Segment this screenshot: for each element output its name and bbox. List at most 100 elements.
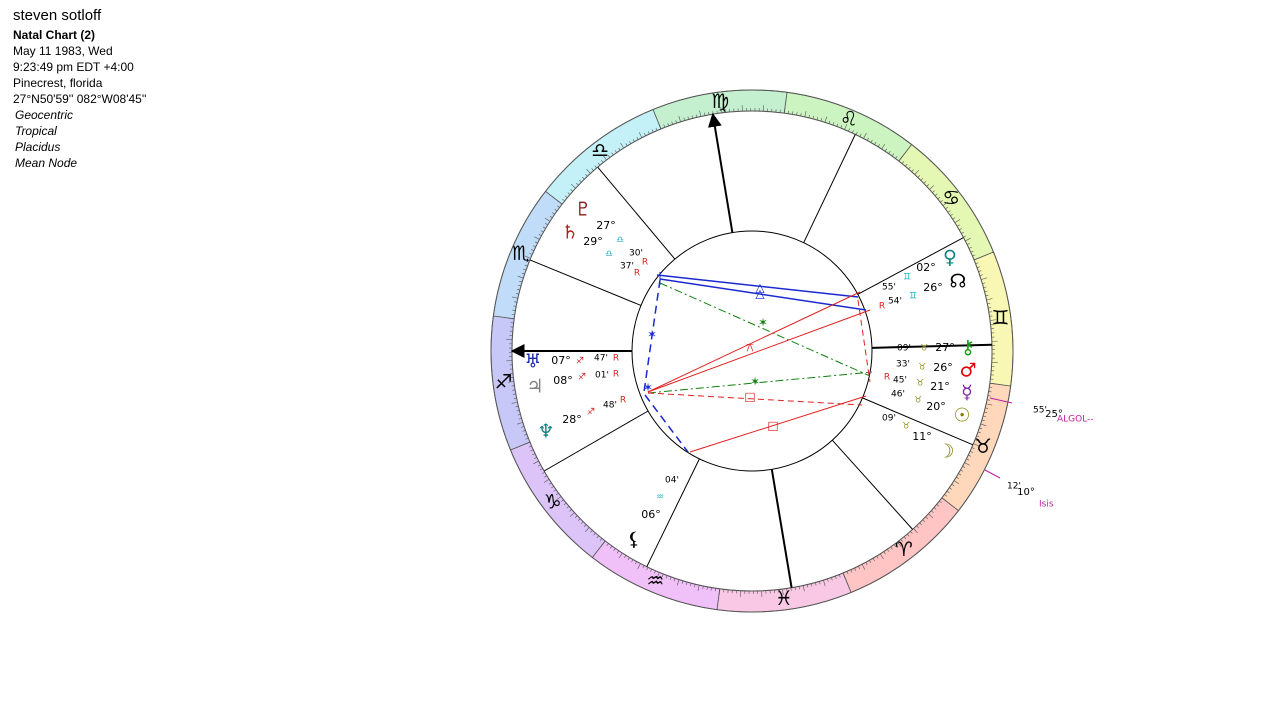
planet-sign: ♉: [902, 422, 910, 432]
outer-circle: [490, 89, 1014, 613]
aspect-line: [647, 392, 863, 406]
degree-tick: [624, 555, 627, 558]
degree-tick: [928, 513, 933, 519]
star-minute: 12': [1007, 482, 1021, 492]
planet-minute: 47': [594, 354, 608, 364]
degree-tick: [515, 293, 519, 295]
star-pointer: [984, 469, 1001, 479]
degree-tick: [571, 183, 576, 189]
degree-tick: [963, 235, 967, 238]
degree-tick: [556, 496, 562, 501]
degree-tick: [654, 570, 656, 574]
star-degree: 25°: [1045, 409, 1063, 420]
planet-minute: 54': [888, 297, 902, 307]
degree-tick: [824, 116, 828, 123]
planet-minute: 09': [897, 344, 911, 354]
degree-tick: [570, 189, 574, 192]
degree-tick: [971, 447, 975, 449]
planet-degree: 27°: [596, 219, 616, 232]
house-cusp: [529, 259, 642, 306]
degree-tick: [638, 132, 643, 138]
retrograde-mark: R: [642, 258, 648, 268]
house-cusp: [543, 410, 649, 472]
planet-degree: 20°: [926, 400, 946, 413]
degree-tick: [827, 578, 829, 582]
degree-tick: [584, 527, 590, 532]
planet-glyph: ♇: [574, 199, 591, 221]
degree-tick: [956, 224, 960, 227]
planet-degree: 06°: [641, 508, 661, 521]
sign-glyph: ♉: [974, 434, 992, 458]
degree-tick: [964, 462, 970, 466]
planet-minute: 04': [665, 476, 679, 486]
degree-tick: [644, 133, 646, 136]
degree-tick: [816, 116, 819, 121]
chart-time: 9:23:49 pm EDT +4:00: [13, 60, 134, 74]
sign-glyph: ♏: [512, 241, 530, 265]
degree-tick: [602, 155, 607, 161]
degree-tick: [947, 210, 951, 213]
degree-tick: [986, 403, 993, 406]
degree-tick: [607, 154, 611, 158]
planet-sign: ♎: [605, 250, 613, 260]
planet-sign: ♉: [918, 363, 926, 373]
planet-degree: 21°: [930, 380, 950, 393]
degree-tick: [542, 226, 546, 229]
degree-tick: [554, 208, 558, 212]
degree-tick: [702, 585, 704, 590]
degree-tick: [569, 512, 575, 517]
planet-sign: ♊: [909, 292, 917, 302]
planet-minute: 30': [629, 249, 643, 259]
degree-tick: [631, 559, 634, 563]
degree-tick: [890, 546, 893, 550]
chart-setting: Placidus: [15, 140, 60, 154]
degree-tick: [507, 381, 514, 383]
degree-tick: [946, 490, 950, 494]
planet-minute: 48': [603, 401, 617, 411]
degree-tick: [836, 123, 839, 127]
star-name: Isis: [1039, 500, 1054, 510]
degree-tick: [907, 533, 910, 537]
degree-tick: [517, 275, 524, 279]
house-cusp: [597, 166, 676, 260]
degree-tick: [521, 426, 525, 428]
planet-minute: 45': [893, 376, 907, 386]
chart-name: steven sotloff: [13, 7, 102, 24]
retrograde-mark: R: [884, 373, 890, 383]
planet-sign: ♐: [587, 408, 595, 418]
planet-glyph: ♃: [526, 376, 543, 398]
degree-tick: [958, 473, 962, 476]
aspect-glyph: ✶: [643, 381, 653, 395]
degree-tick: [988, 391, 992, 393]
chart-setting: Tropical: [15, 124, 57, 138]
degree-tick: [718, 588, 721, 595]
degree-tick: [676, 579, 680, 586]
degree-tick: [523, 268, 527, 271]
degree-tick: [517, 422, 523, 425]
retrograde-mark: R: [634, 269, 640, 279]
degree-tick: [646, 567, 649, 571]
degree-tick: [897, 541, 902, 547]
planet-sign: ♉: [914, 396, 922, 406]
degree-tick: [594, 165, 597, 169]
degree-tick: [618, 552, 623, 559]
degree-tick: [881, 143, 886, 150]
degree-tick: [518, 418, 522, 420]
degree-tick: [513, 301, 518, 303]
degree-tick: [524, 255, 531, 259]
aspect-line: [659, 282, 871, 377]
degree-tick: [635, 561, 638, 565]
degree-tick: [926, 184, 930, 187]
chart-setting: Mean Node: [15, 156, 77, 170]
degree-tick: [983, 286, 987, 288]
degree-tick: [699, 110, 702, 117]
degree-tick: [898, 156, 903, 162]
planet-glyph: ⚷: [961, 337, 975, 359]
planet-glyph: ♄: [561, 222, 578, 244]
degree-tick: [590, 529, 593, 533]
degree-tick: [848, 128, 850, 132]
planet-sign: ♊: [903, 273, 911, 283]
degree-tick: [953, 480, 960, 485]
chart-date: May 11 1983, Wed: [13, 44, 113, 58]
